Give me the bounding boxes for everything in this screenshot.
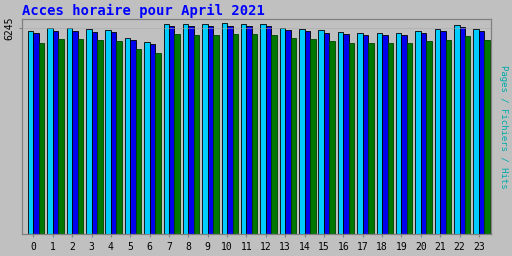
Bar (305, 31, 310, 234)
Bar (67, 28, 72, 234)
Bar (388, 43, 393, 234)
Bar (241, 24, 246, 234)
Text: Acces horaire pour April 2021: Acces horaire pour April 2021 (22, 4, 265, 18)
Bar (415, 31, 421, 234)
Bar (169, 26, 175, 234)
Bar (401, 35, 407, 234)
Bar (116, 41, 122, 234)
Bar (111, 32, 116, 234)
Bar (445, 40, 451, 234)
Bar (97, 40, 102, 234)
Bar (144, 42, 150, 234)
Bar (183, 24, 188, 234)
Bar (382, 35, 388, 234)
Bar (324, 33, 329, 234)
Bar (376, 33, 382, 234)
Bar (368, 43, 374, 234)
Bar (362, 35, 368, 234)
Bar (202, 24, 208, 234)
Bar (474, 29, 479, 234)
Bar (28, 31, 33, 234)
Bar (53, 31, 58, 234)
Bar (318, 30, 324, 234)
Bar (155, 52, 161, 234)
Bar (39, 42, 45, 234)
Bar (440, 31, 445, 234)
Bar (227, 26, 232, 234)
Bar (47, 28, 53, 234)
Bar (280, 28, 285, 234)
Bar (426, 41, 432, 234)
Bar (125, 38, 130, 234)
Bar (222, 24, 227, 234)
Bar (150, 44, 155, 234)
Bar (86, 29, 92, 234)
Bar (175, 34, 180, 234)
Bar (72, 31, 78, 234)
Bar (252, 34, 258, 234)
Bar (194, 35, 199, 234)
Bar (260, 24, 266, 234)
Bar (78, 39, 83, 234)
Bar (136, 49, 141, 234)
Bar (188, 26, 194, 234)
Bar (92, 32, 97, 234)
Bar (208, 26, 213, 234)
Y-axis label: Pages / Fichiers / Hits: Pages / Fichiers / Hits (499, 65, 508, 189)
Bar (163, 24, 169, 234)
Bar (465, 36, 471, 234)
Bar (232, 34, 238, 234)
Bar (396, 33, 401, 234)
Bar (459, 27, 465, 234)
Bar (407, 43, 412, 234)
Bar (285, 30, 291, 234)
Bar (130, 40, 136, 234)
Bar (435, 29, 440, 234)
Bar (246, 26, 252, 234)
Bar (338, 32, 344, 234)
Bar (454, 25, 459, 234)
Bar (344, 34, 349, 234)
Bar (33, 33, 39, 234)
Bar (105, 30, 111, 234)
Bar (349, 42, 354, 234)
Bar (271, 35, 277, 234)
Bar (266, 26, 271, 234)
Bar (357, 33, 362, 234)
Bar (329, 41, 335, 234)
Bar (484, 40, 490, 234)
Bar (299, 29, 305, 234)
Bar (310, 39, 315, 234)
Bar (213, 35, 219, 234)
Bar (58, 39, 64, 234)
Bar (421, 33, 426, 234)
Bar (479, 31, 484, 234)
Bar (291, 38, 296, 234)
